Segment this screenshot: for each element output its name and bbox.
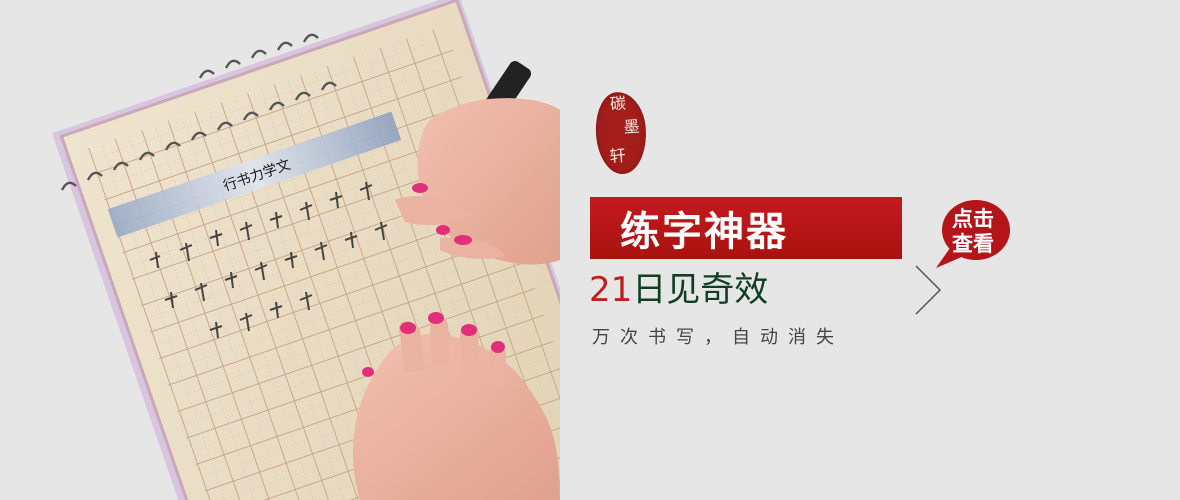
writing-hand — [395, 98, 560, 265]
headline: 21日见奇效 — [589, 270, 768, 310]
cta-line-1: 点击 — [952, 207, 994, 231]
product-photo: 行书力学文 — [0, 0, 560, 500]
resting-hand — [352, 312, 560, 500]
spiral-binding — [60, 33, 337, 191]
seal-char: 碳 — [609, 93, 627, 114]
seal-char: 墨 — [622, 116, 641, 137]
cta-line-2: 查看 — [952, 232, 994, 256]
tagline: 万次书写，自动消失 — [592, 327, 844, 348]
headline-text: 日见奇效 — [632, 270, 769, 310]
chevron-right-icon[interactable] — [908, 262, 948, 318]
brand-seal: 碳 墨 轩 — [593, 90, 649, 176]
seal-char: 轩 — [608, 145, 627, 166]
headline-number: 21 — [589, 270, 633, 310]
click-to-view-button[interactable]: 点击 查看 — [934, 198, 1012, 270]
title-band[interactable]: 练字神器 — [590, 197, 902, 259]
speech-bubble-icon — [936, 200, 1010, 268]
product-title: 练字神器 — [620, 209, 788, 255]
handwriting-strokes — [149, 181, 388, 339]
